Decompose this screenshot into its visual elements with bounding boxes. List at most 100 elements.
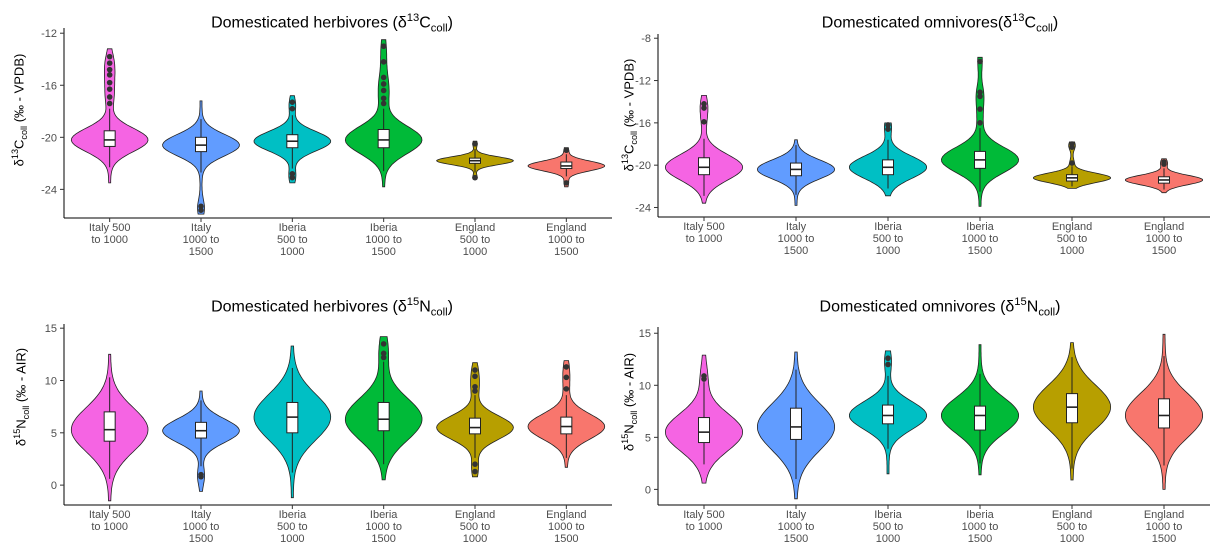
chart-title: Domesticated omnivores (δ15Ncoll) [819,296,1061,319]
violin-5 [1032,141,1112,189]
x-tick-label: Iberia 500 to 1000 [277,222,308,258]
outlier-point [472,367,478,373]
box-iqr [377,129,390,149]
y-tick-label: -24 [41,184,57,196]
box-iqr [377,401,390,432]
outlier-point [380,100,387,107]
violin-6 [527,360,606,468]
y-tick-label: -20 [635,160,651,172]
outlier-point [106,100,113,107]
outlier-point [1069,160,1075,166]
outlier-point [885,355,891,362]
outlier-point [563,364,570,370]
x-tick-label: Italy 1000 to 1500 [778,221,815,257]
outlier-point [701,118,707,125]
x-tick-label: Iberia 1000 to 1500 [962,509,999,545]
outlier-point [289,170,296,177]
violin-6 [1125,158,1203,194]
y-tick-label: 10 [639,380,651,392]
y-axis-label: δ13Ccoll (‰ - VPDB) [10,53,29,167]
violin-1 [664,354,744,484]
y-tick-label: 10 [45,375,57,387]
chart-title: Domesticated herbivores (δ13Ccoll) [211,12,453,35]
outlier-point [885,122,891,128]
outlier-point [380,341,387,347]
outlier-point [472,461,478,467]
outlier-point [106,66,113,73]
x-tick-label: Italy 1000 to 1500 [183,509,220,545]
y-tick-label: -16 [635,118,651,130]
y-axis-label: δ13Ccoll (‰ - VPDB) [620,58,639,172]
y-tick-label: -8 [641,33,651,45]
violin-2 [162,390,240,492]
x-tick-label: England 1000 to 1500 [1144,509,1184,545]
outlier-point [701,101,707,107]
violin-1 [70,48,149,184]
outlier-point [977,106,983,112]
outlier-point [106,86,113,92]
violin-4 [941,344,1019,476]
box-iqr [1158,398,1170,429]
y-tick-label: -12 [41,28,57,40]
outlier-point [472,174,478,181]
violin-plot: -24 -20 -16 -12 Italy 500 to 1000 Italy 1000 to… [41,28,612,258]
box-iqr [974,405,986,431]
outlier-point [472,373,478,380]
violin-3 [253,345,332,499]
y-tick-label: 15 [45,323,57,335]
box-iqr [1066,393,1078,424]
outlier-point [380,59,387,65]
outlier-point [472,468,478,475]
x-tick-label: England 500 to 1000 [455,222,495,258]
x-tick-label: England 1000 to 1500 [1144,221,1184,257]
outlier-point [472,383,478,390]
outlier-point [380,43,387,50]
violin-2 [162,100,240,215]
outlier-point [563,374,570,381]
outlier-point [380,74,387,81]
outlier-point [198,203,204,210]
panel-omnivores-nitrogen: Domesticated omnivores (δ15Ncoll) δ15Nco… [608,272,1216,545]
box-iqr [103,411,116,442]
box-iqr [560,416,573,435]
x-tick-label: Iberia 500 to 1000 [873,509,904,545]
panel-omnivores-carbon: Domesticated omnivores(δ13Ccoll) δ13Ccol… [608,0,1216,272]
x-tick-label: Italy 1000 to 1500 [183,222,220,258]
outlier-point [106,94,113,100]
y-axis-label: δ15Ncoll (‰ - AIR) [12,347,31,447]
outlier-point [289,99,296,105]
x-tick-label: Italy 1000 to 1500 [778,509,815,545]
outlier-point [563,180,570,186]
y-tick-label: -16 [41,80,57,92]
outlier-point [563,147,570,154]
outlier-point [380,87,387,94]
chart-title: Domesticated herbivores (δ15Ncoll) [211,296,453,319]
violin-1 [70,353,149,502]
violin-3 [253,95,332,184]
outlier-point [1161,159,1167,165]
outlier-point [563,386,570,392]
violin-3 [849,350,927,475]
outlier-point [977,93,983,100]
outlier-point [977,120,983,126]
box-iqr [790,407,802,440]
violin-5 [1032,342,1112,481]
y-tick-label: 0 [51,480,57,492]
x-tick-label: Iberia 1000 to 1500 [365,222,402,258]
outlier-point [289,105,296,112]
violin-6 [1125,333,1203,490]
violin-5 [436,362,514,478]
y-tick-label: 5 [645,432,651,444]
y-tick-label: -24 [635,202,651,214]
outlier-point [106,72,113,78]
violin-4 [940,56,1020,207]
outlier-point [977,58,983,65]
outlier-point [977,89,983,95]
violin-plot: -24 -20 -16 -12 -8 Italy 500 to 1000 Italy 1000 … [635,33,1210,257]
violin-6 [527,147,606,188]
violin-3 [849,122,927,197]
outlier-point [106,53,113,60]
chart-title: Domesticated omnivores(δ13Ccoll) [821,12,1059,35]
outlier-point [380,95,387,102]
box-iqr [103,130,116,147]
